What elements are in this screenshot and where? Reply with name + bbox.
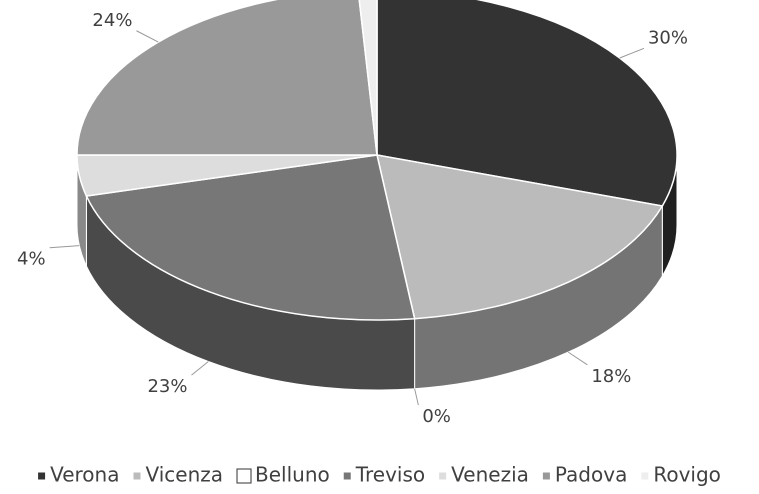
legend-marker bbox=[38, 472, 46, 480]
legend-item: Venezia bbox=[439, 463, 529, 487]
legend-label: Belluno bbox=[255, 463, 330, 487]
legend-item: Verona bbox=[38, 463, 119, 487]
legend-item: Treviso bbox=[343, 463, 425, 487]
leader-line bbox=[567, 351, 588, 366]
leader-line bbox=[414, 388, 419, 406]
slice bbox=[76, 0, 378, 156]
legend-marker bbox=[439, 472, 447, 480]
slice bbox=[85, 154, 416, 321]
legend-label: Rovigo bbox=[653, 463, 721, 487]
data-label: 23% bbox=[147, 376, 187, 397]
legend-label: Padova bbox=[555, 463, 627, 487]
leader-line bbox=[619, 47, 645, 59]
leader-line bbox=[191, 361, 209, 376]
data-label: 4% bbox=[17, 249, 46, 270]
legend-marker bbox=[641, 472, 649, 480]
leader-line bbox=[49, 245, 80, 249]
legend-item: Belluno bbox=[236, 463, 330, 487]
legend-label: Treviso bbox=[355, 463, 425, 487]
legend-marker bbox=[542, 472, 550, 480]
data-label: 18% bbox=[591, 366, 631, 387]
legend-item: Vicenza bbox=[133, 463, 223, 487]
legend-label: Vicenza bbox=[145, 463, 223, 487]
legend-item: Padova bbox=[542, 463, 627, 487]
legend-marker bbox=[236, 468, 252, 484]
legend-marker bbox=[343, 472, 351, 480]
data-label: 30% bbox=[648, 27, 688, 48]
legend-item: Rovigo bbox=[641, 463, 721, 487]
legend-label: Venezia bbox=[451, 463, 529, 487]
slice bbox=[358, 0, 378, 156]
legend-marker bbox=[133, 472, 141, 480]
leader-line bbox=[136, 30, 159, 43]
data-label: 0% bbox=[422, 406, 451, 427]
slice bbox=[376, 154, 664, 320]
data-label: 24% bbox=[92, 10, 132, 31]
legend-label: Verona bbox=[50, 463, 119, 487]
